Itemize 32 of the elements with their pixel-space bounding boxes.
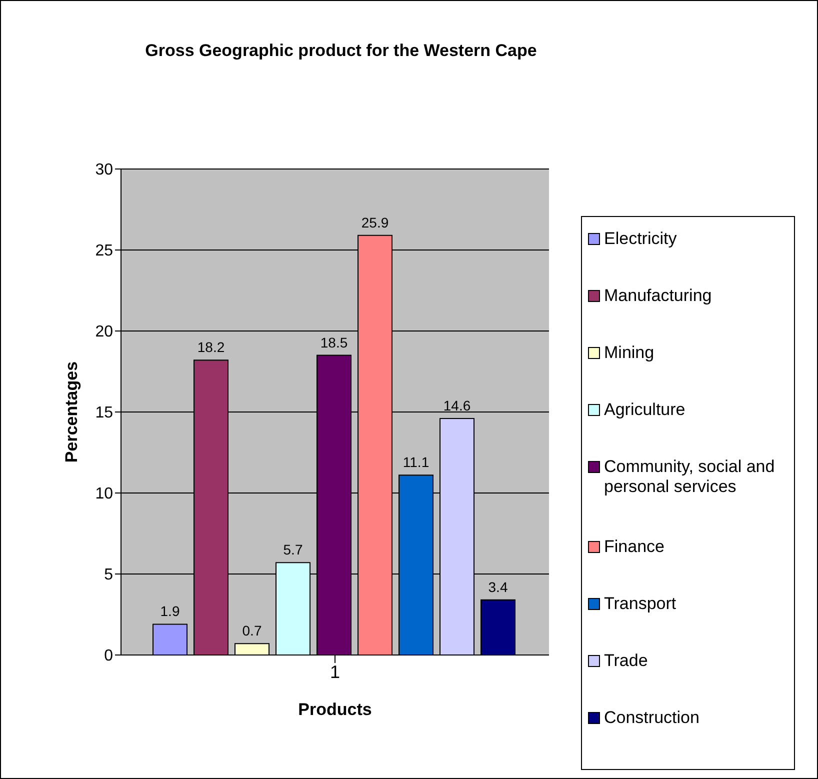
data-label: 25.9 xyxy=(361,214,389,230)
legend-label: Finance xyxy=(604,537,664,557)
y-tick-label: 25 xyxy=(95,242,114,260)
legend-label: Transport xyxy=(604,594,676,614)
y-axis-title: Percentages xyxy=(62,361,82,463)
x-axis-title: Products xyxy=(298,700,372,719)
legend-label: Manufacturing xyxy=(604,286,712,306)
data-label: 5.7 xyxy=(283,542,303,558)
bar xyxy=(152,624,188,655)
bar xyxy=(480,599,516,655)
data-label: 11.1 xyxy=(402,454,430,470)
data-label: 0.7 xyxy=(242,622,262,639)
chart-title: Gross Geographic product for the Western Cape xyxy=(144,41,538,61)
legend-label: Trade xyxy=(604,651,648,671)
data-label: 18.2 xyxy=(197,339,225,356)
data-label: 3.4 xyxy=(488,578,508,595)
data-label: 1.9 xyxy=(160,603,180,620)
bar xyxy=(234,643,270,655)
y-tick-label: 20 xyxy=(95,324,114,341)
y-tick-label: 30 xyxy=(95,162,114,179)
legend-label: Agriculture xyxy=(604,400,686,420)
y-tick-label: 0 xyxy=(104,648,114,665)
y-tick-label: 5 xyxy=(104,566,114,584)
data-label: 14.6 xyxy=(443,397,471,414)
legend-label: Electricity xyxy=(604,229,677,249)
legend-label: Construction xyxy=(604,708,700,728)
data-label: 18.5 xyxy=(320,334,348,350)
y-tick-label: 10 xyxy=(95,486,114,503)
legend-label: Community, social and personal services xyxy=(604,457,776,497)
x-tick-label: 1 xyxy=(330,662,340,682)
y-tick-label: 15 xyxy=(95,404,114,422)
legend-label: Mining xyxy=(604,343,654,363)
